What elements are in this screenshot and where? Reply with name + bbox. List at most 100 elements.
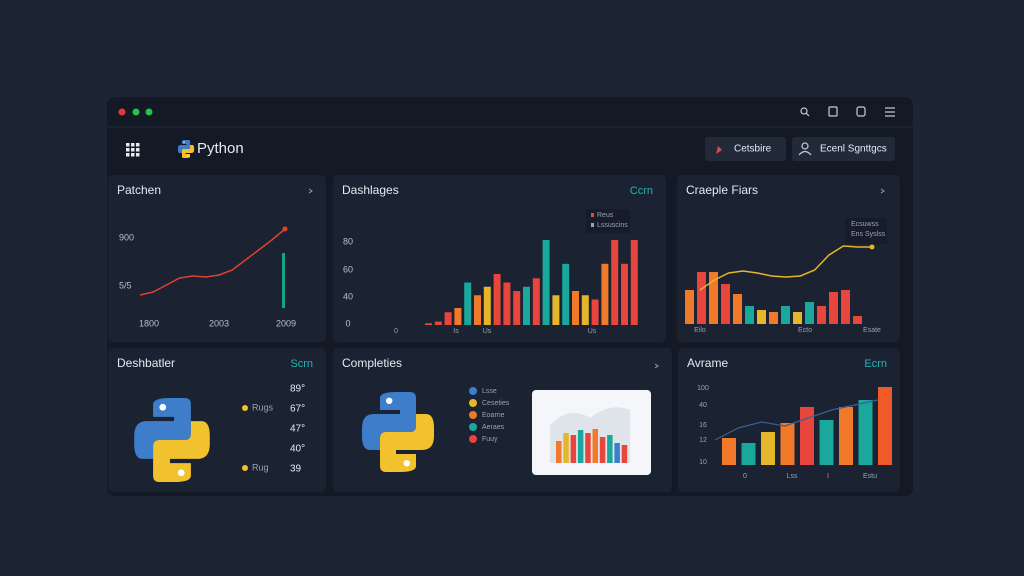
bar	[464, 282, 472, 325]
bar	[592, 429, 598, 463]
legend-label: Ceseties	[482, 400, 510, 407]
menu-icon[interactable]	[131, 153, 135, 157]
bar	[878, 387, 892, 465]
tick-label: 60	[343, 264, 353, 274]
python-logo	[380, 414, 434, 472]
legend-dot	[469, 387, 477, 395]
button-label[interactable]: Ecenl Sgnttgcs	[820, 144, 887, 155]
label: 16	[699, 422, 707, 429]
button[interactable]	[705, 137, 786, 161]
legend-label: Reus	[597, 212, 614, 219]
label: 47°	[290, 424, 305, 435]
panel-link[interactable]: Ecrn	[864, 358, 887, 370]
python-logo	[181, 144, 195, 158]
panel-title: Patchen	[117, 183, 161, 197]
bar	[581, 295, 589, 325]
legend-label: Eoarne	[482, 412, 505, 419]
tick-label: 5/5	[119, 280, 132, 290]
button-label[interactable]: Cetsbire	[734, 144, 772, 155]
legend-swatch	[591, 223, 594, 227]
menu-icon[interactable]	[136, 148, 140, 152]
line	[699, 245, 872, 291]
legend-dot	[469, 399, 477, 407]
panel-menu[interactable]	[880, 188, 885, 194]
bar	[434, 321, 442, 325]
bar	[585, 433, 591, 463]
tick-label: 2003	[209, 318, 229, 328]
tick-label: 80	[343, 236, 353, 246]
menu-icon[interactable]	[136, 153, 140, 157]
bar	[483, 286, 491, 325]
bar	[614, 443, 620, 463]
bar	[513, 291, 521, 325]
label: 67°	[290, 404, 305, 415]
button[interactable]	[792, 137, 895, 161]
bar	[572, 291, 579, 325]
python-logo	[134, 398, 191, 459]
bar	[570, 435, 577, 463]
bar	[630, 240, 638, 325]
tick-label: 40	[343, 291, 353, 301]
bar	[607, 435, 613, 463]
label: Eilo	[694, 327, 706, 334]
line-end	[282, 226, 288, 232]
label: Ecsuwss	[851, 221, 879, 228]
bar	[761, 432, 775, 465]
bar	[563, 433, 569, 463]
toolbar-icons[interactable]	[800, 106, 895, 117]
python-logo	[362, 392, 416, 450]
legend-dot	[242, 465, 248, 471]
menu-icon[interactable]	[136, 143, 140, 147]
legend-dot	[469, 435, 477, 443]
bar	[425, 323, 432, 325]
bar	[577, 430, 584, 463]
menu-icon[interactable]	[126, 148, 130, 152]
legend-dot	[469, 423, 477, 431]
label: Ecto	[798, 327, 812, 334]
legend-label: Lsse	[482, 388, 497, 395]
bar	[839, 407, 853, 465]
label: Is	[453, 328, 459, 335]
tick-label: 1800	[139, 318, 159, 328]
bar	[503, 282, 511, 325]
bar	[781, 306, 790, 324]
label: Us	[483, 328, 492, 335]
bar	[697, 272, 706, 324]
label: Lss	[787, 473, 798, 480]
bar	[552, 295, 560, 325]
bar	[800, 407, 814, 465]
bar	[685, 290, 694, 324]
window-dot[interactable]	[118, 108, 126, 116]
bar	[523, 286, 530, 325]
label: Rugs	[252, 402, 274, 412]
panel-title: Deshbatler	[117, 356, 175, 370]
bar	[853, 316, 862, 324]
bar	[709, 272, 718, 324]
bar	[562, 263, 570, 325]
panel-title: Completies	[342, 356, 402, 370]
panel-title: Craeple Fiars	[686, 183, 758, 197]
legend-label: Fuuy	[482, 436, 498, 443]
bar	[599, 437, 606, 463]
menu-icon[interactable]	[126, 153, 130, 157]
line-end	[869, 244, 875, 250]
bar	[741, 443, 756, 465]
window-dot[interactable]	[132, 108, 140, 116]
bar	[556, 441, 562, 463]
tick-label: 0	[345, 318, 350, 328]
label: 89°	[290, 384, 305, 395]
menu-icon[interactable]	[126, 143, 130, 147]
menu-icon[interactable]	[131, 148, 135, 152]
panel-menu[interactable]	[308, 188, 313, 194]
label: 40°	[290, 444, 305, 455]
menu-icon[interactable]	[131, 143, 135, 147]
label: 40	[699, 402, 707, 409]
panel-link[interactable]: Ccrn	[630, 185, 653, 197]
panel-menu[interactable]	[654, 363, 659, 369]
python-logo	[183, 141, 185, 143]
legend-box	[845, 218, 887, 244]
panel-link[interactable]: Scrn	[290, 358, 313, 370]
window-dot[interactable]	[145, 108, 153, 116]
legend-dot	[242, 405, 248, 411]
legend-label: Lssuscins	[597, 222, 628, 229]
